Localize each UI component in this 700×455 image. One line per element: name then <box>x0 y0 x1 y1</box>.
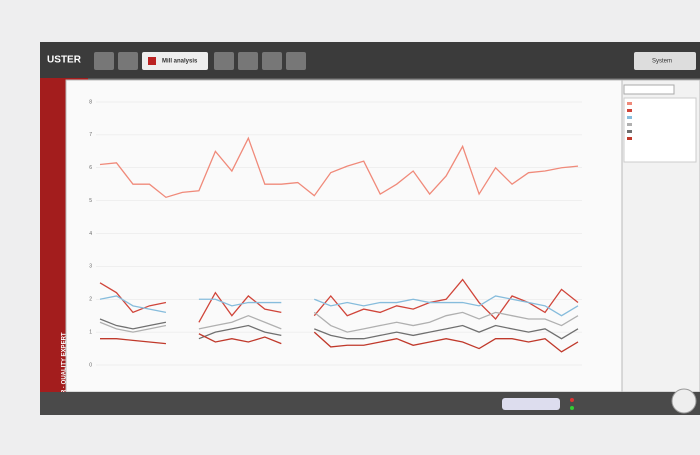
chart: 0 1 2 3 4 5 6 7 8 <box>89 99 632 368</box>
legend-swatch <box>627 109 632 112</box>
series-line <box>99 136 579 199</box>
status-bar <box>40 392 700 415</box>
y-tick-label: 4 <box>89 231 92 237</box>
legend-dropdown[interactable] <box>623 84 675 95</box>
status-dot <box>570 406 574 410</box>
y-tick-label: 5 <box>89 198 92 204</box>
series-line <box>99 295 579 317</box>
top-bar <box>40 42 700 78</box>
y-tick-label: 1 <box>89 329 92 335</box>
legend-box <box>623 97 697 163</box>
toolbar-button[interactable] <box>262 52 282 70</box>
toolbar-button[interactable] <box>94 52 114 70</box>
legend-swatch <box>627 130 632 133</box>
legend-swatch <box>627 137 632 140</box>
logo-box <box>40 42 88 78</box>
toolbar-button[interactable] <box>286 52 306 70</box>
series-line <box>99 318 579 340</box>
chart-panel <box>65 79 623 393</box>
y-tick-label: 8 <box>89 99 92 105</box>
legend-swatch <box>627 116 632 119</box>
brand-vertical: USTER · QUALITY EXPERT <box>62 332 68 410</box>
y-tick-label: 2 <box>89 297 92 303</box>
legend-swatch <box>627 102 632 105</box>
tab-label: Mill analysis <box>162 59 198 65</box>
system-button[interactable] <box>634 52 696 70</box>
toolbar-button[interactable] <box>214 52 234 70</box>
active-tab[interactable] <box>142 52 208 70</box>
series-line <box>100 331 579 353</box>
y-tick-label: 3 <box>89 264 92 270</box>
tab-icon <box>148 57 156 65</box>
legend-swatch <box>627 123 632 126</box>
y-tick-label: 0 <box>89 362 92 368</box>
toolbar-button[interactable] <box>238 52 258 70</box>
series-line <box>99 278 579 323</box>
toolbar-button[interactable] <box>118 52 138 70</box>
logo: USTER <box>47 55 82 66</box>
y-tick-label: 7 <box>89 132 92 138</box>
status-dot <box>570 398 574 402</box>
status-button[interactable] <box>502 398 560 410</box>
system-label: System <box>652 59 672 65</box>
avatar[interactable] <box>671 388 697 414</box>
series-line <box>99 311 579 333</box>
y-tick-label: 6 <box>89 165 92 171</box>
